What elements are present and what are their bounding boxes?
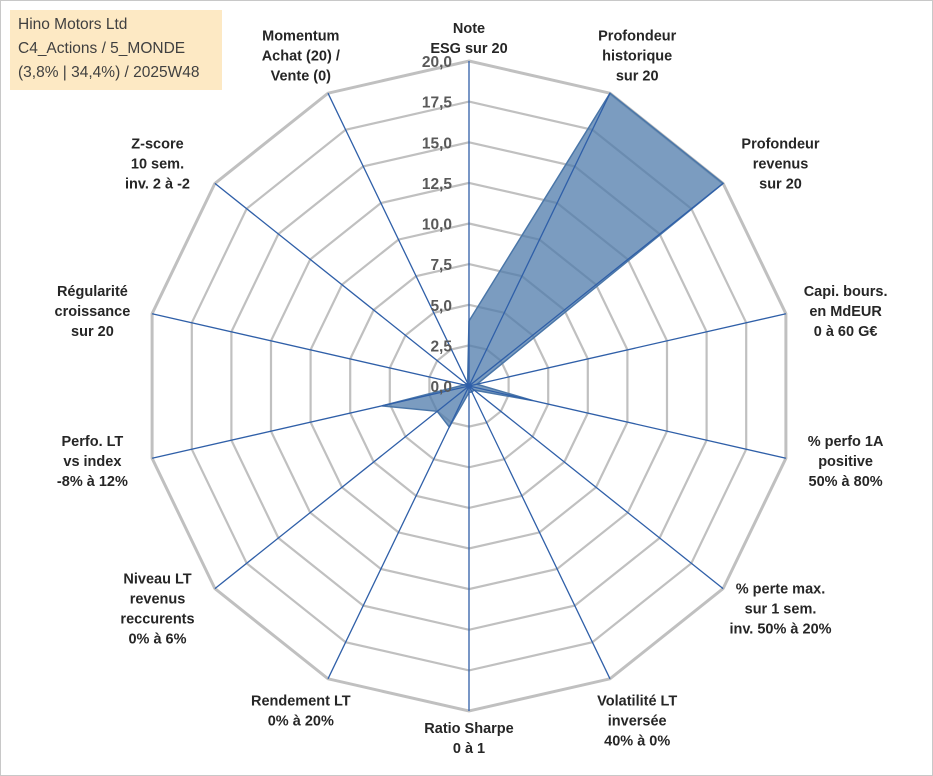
axis-label-line: historique — [602, 48, 672, 64]
axis-label-7: Ratio Sharpe 0 à 1 — [424, 721, 513, 757]
axis-label-line: 0 à 60 G€ — [814, 324, 878, 340]
axis-label-11: Régularité croissance sur 20 — [55, 284, 131, 340]
axis-label-line: Rendement LT — [251, 694, 351, 710]
axis-spoke-8 — [327, 385, 470, 680]
axis-label-line: 10 sem. — [131, 156, 184, 172]
axis-spoke-11 — [151, 313, 470, 387]
tick-label-4: 10,0 — [422, 217, 452, 234]
axis-label-4: % perfo 1A positive 50% à 80% — [808, 434, 884, 490]
axis-spoke-5 — [468, 385, 724, 590]
axis-label-line: 40% à 0% — [604, 734, 670, 750]
axis-label-line: Niveau LT — [123, 572, 191, 588]
axis-label-line: 0% à 20% — [268, 714, 334, 730]
axis-label-line: en MdEUR — [809, 304, 882, 320]
axis-label-line: Profondeur — [741, 136, 819, 152]
axis-label-6: Volatilité LT inversée 40% à 0% — [597, 694, 677, 750]
axis-spoke-4 — [468, 385, 787, 459]
axis-label-8: Rendement LT 0% à 20% — [251, 694, 351, 730]
axis-label-line: vs index — [63, 454, 121, 470]
axis-label-line: Vente (0) — [271, 68, 332, 84]
radar-axis-labels: Note ESG sur 20 Profondeur historique sur 20… — [55, 21, 888, 757]
tick-label-0: 0,0 — [430, 379, 452, 396]
axis-label-10: Perfo. LT vs index -8% à 12% — [57, 434, 128, 490]
axis-label-0: Note ESG sur 20 — [430, 21, 507, 57]
info-category: C4_Actions / 5_MONDE — [18, 40, 186, 57]
axis-label-line: Achat (20) / — [262, 48, 340, 64]
info-stats: (3,8% | 34,4%) / 2025W48 — [18, 64, 200, 81]
axis-label-line: sur 20 — [759, 176, 802, 192]
axis-label-5: % perte max. sur 1 sem. inv. 50% à 20% — [729, 582, 831, 638]
axis-label-line: positive — [818, 454, 873, 470]
axis-label-line: 0 à 1 — [453, 741, 485, 757]
axis-label-line: inv. 2 à -2 — [125, 176, 190, 192]
info-box: Hino Motors Ltd C4_Actions / 5_MONDE (3,… — [10, 10, 222, 90]
axis-label-line: croissance — [55, 304, 131, 320]
axis-label-13: Momentum Achat (20) / Vente (0) — [262, 28, 340, 84]
axis-spoke-13 — [327, 92, 470, 387]
axis-label-line: -8% à 12% — [57, 474, 128, 490]
axis-label-line: Note — [453, 21, 485, 37]
axis-label-line: Z-score — [131, 136, 183, 152]
axis-spoke-1 — [468, 92, 611, 387]
radar-tick-labels: 0,0 2,5 5,0 7,5 10,0 12,5 15,0 17,5 20,0 — [422, 54, 453, 396]
axis-label-line: % perfo 1A — [808, 434, 884, 450]
axis-label-line: reccurents — [120, 612, 194, 628]
info-company-name: Hino Motors Ltd — [18, 16, 128, 33]
tick-label-8: 20,0 — [422, 54, 452, 71]
axis-label-line: 50% à 80% — [809, 474, 883, 490]
axis-label-line: revenus — [753, 156, 809, 172]
axis-label-line: Ratio Sharpe — [424, 721, 513, 737]
axis-label-line: Profondeur — [598, 28, 676, 44]
axis-label-9: Niveau LT revenus reccurents 0% à 6% — [120, 572, 194, 648]
radar-spokes — [151, 61, 787, 711]
tick-label-2: 5,0 — [430, 298, 452, 315]
axis-spoke-3 — [468, 313, 787, 387]
axis-label-line: Perfo. LT — [62, 434, 124, 450]
axis-label-line: sur 1 sem. — [745, 602, 817, 618]
tick-label-7: 17,5 — [422, 95, 453, 112]
axis-label-line: Régularité — [57, 284, 128, 300]
axis-label-line: inversée — [608, 714, 667, 730]
tick-label-3: 7,5 — [430, 257, 452, 274]
axis-label-line: sur 20 — [616, 68, 659, 84]
axis-spoke-2 — [468, 182, 724, 387]
tick-label-1: 2,5 — [430, 338, 452, 355]
axis-label-3: Capi. bours. en MdEUR 0 à 60 G€ — [804, 284, 888, 340]
axis-spoke-12 — [214, 182, 470, 387]
axis-spoke-10 — [151, 385, 470, 459]
tick-label-6: 15,0 — [422, 135, 452, 152]
axis-label-line: sur 20 — [71, 324, 114, 340]
axis-label-line: Capi. bours. — [804, 284, 888, 300]
axis-label-line: Momentum — [262, 28, 339, 44]
axis-label-line: revenus — [130, 592, 186, 608]
axis-label-line: % perte max. — [736, 582, 825, 598]
axis-label-line: inv. 50% à 20% — [729, 622, 831, 638]
axis-label-1: Profondeur historique sur 20 — [598, 28, 676, 84]
axis-label-12: Z-score 10 sem. inv. 2 à -2 — [125, 136, 190, 192]
tick-label-5: 12,5 — [422, 176, 453, 193]
axis-label-line: Volatilité LT — [597, 694, 677, 710]
axis-spoke-6 — [468, 385, 611, 680]
axis-label-line: ESG sur 20 — [430, 41, 507, 57]
axis-label-line: 0% à 6% — [128, 632, 186, 648]
axis-spoke-9 — [214, 385, 470, 590]
axis-label-2: Profondeur revenus sur 20 — [741, 136, 819, 192]
